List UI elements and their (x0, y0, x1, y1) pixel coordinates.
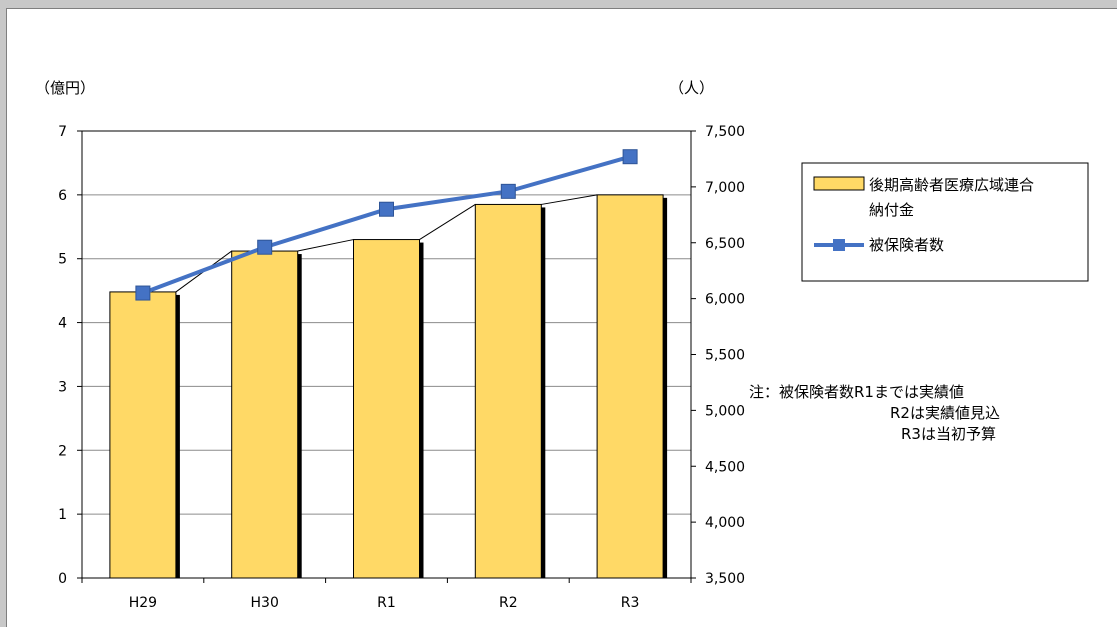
y-right-tick-label: 5,500 (705, 348, 745, 364)
chart-frame: （億円） （人） 0 1 2 3 4 5 6 7 3,500 4,000 4,500 5,000 5,… (6, 8, 1117, 627)
y-left-tick-label: 5 (58, 252, 67, 268)
y-left-tick-label: 0 (58, 571, 67, 587)
x-tick-label-R2: R2 (499, 595, 518, 611)
y-left-tick-label: 2 (58, 443, 67, 459)
legend-bar-label-line2: 納付金 (869, 201, 914, 219)
y-right-tick-label: 4,500 (705, 459, 745, 475)
bar-R3 (596, 194, 664, 579)
legend-bar-swatch (813, 176, 865, 191)
x-tick-label-R1: R1 (377, 595, 396, 611)
note-line-3: R3は当初予算 (901, 425, 996, 443)
line-point-R2 (500, 183, 516, 199)
bars (109, 194, 668, 579)
bar-R2 (474, 203, 542, 579)
insured-count-line (135, 149, 638, 301)
y-left-tick-label: 3 (58, 379, 67, 395)
notes: 注：被保険者数R1までは実績値 R2は実績値見込 R3は当初予算 (749, 383, 1000, 443)
y-right-unit-label: （人） (669, 79, 714, 97)
legend: 後期高齢者医療広域連合 納付金 被保険者数 (801, 162, 1089, 282)
bar-H29 (109, 291, 177, 579)
bar-H30 (231, 250, 299, 579)
y-left-tick-label: 4 (58, 316, 67, 332)
line-point-H30 (257, 239, 273, 255)
y-right-ticks: 3,500 4,000 4,500 5,000 5,500 6,000 6,500 7,000… (691, 124, 745, 587)
legend-line-label: 被保険者数 (869, 236, 944, 254)
y-right-tick-label: 3,500 (705, 571, 745, 587)
bar-connector (541, 194, 598, 205)
x-tick-label-H30: H30 (251, 595, 279, 611)
bar-connector (297, 239, 354, 252)
y-right-tick-label: 5,000 (705, 403, 745, 419)
y-left-tick-label: 1 (58, 507, 67, 523)
combo-chart: （億円） （人） 0 1 2 3 4 5 6 7 3,500 4,000 4,500 5,000 5,… (35, 79, 1089, 611)
bar-connector (419, 204, 476, 240)
y-left-tick-label: 6 (58, 188, 67, 204)
y-left-unit-label: （億円） (35, 79, 95, 97)
line-point-H29 (135, 285, 151, 301)
bar-R1 (353, 239, 420, 579)
y-right-tick-label: 6,500 (705, 236, 745, 252)
x-tick-label-H29: H29 (129, 595, 157, 611)
y-right-tick-label: 6,000 (705, 292, 745, 308)
line-point-R1 (379, 201, 394, 217)
legend-line-marker (833, 239, 845, 251)
y-right-tick-label: 4,000 (705, 515, 745, 531)
y-left-tick-label: 7 (58, 124, 67, 140)
note-line-2: R2は実績値見込 (890, 404, 1000, 422)
y-right-tick-label: 7,500 (705, 124, 745, 140)
legend-bar-label-line1: 後期高齢者医療広域連合 (869, 176, 1034, 194)
y-left-ticks: 0 1 2 3 4 5 6 7 (58, 124, 82, 587)
x-tick-label-R3: R3 (621, 595, 640, 611)
y-right-tick-label: 7,000 (705, 180, 745, 196)
x-ticks: H29 H30 R1 R2 R3 (81, 578, 692, 611)
note-line-1: 注：被保険者数R1までは実績値 (749, 383, 964, 401)
line-point-R3 (622, 149, 638, 165)
